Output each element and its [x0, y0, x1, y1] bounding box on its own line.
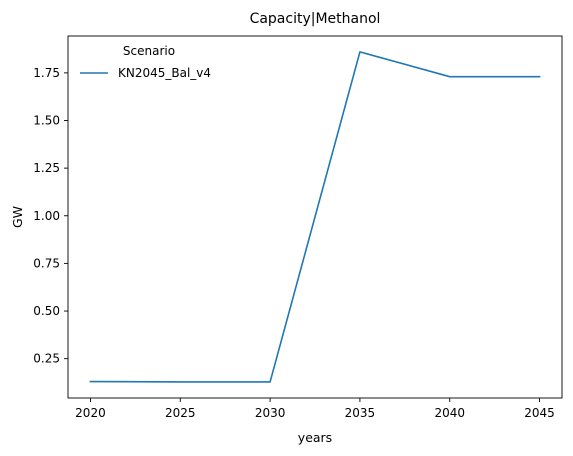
legend-entry-label: KN2045_Bal_v4 [118, 66, 211, 80]
y-tick-label: 0.75 [33, 256, 60, 270]
legend-title: Scenario [123, 44, 175, 58]
x-tick-label: 2030 [255, 406, 286, 420]
legend: Scenario KN2045_Bal_v4 [80, 44, 211, 80]
chart-title: Capacity|Methanol [250, 11, 381, 27]
x-tick-label: 2035 [345, 406, 376, 420]
x-tick-label: 2045 [524, 406, 555, 420]
x-tick-label: 2040 [434, 406, 465, 420]
plot-frame [67, 35, 563, 399]
y-tick-label: 1.75 [33, 66, 60, 80]
series-line-0 [89, 51, 541, 383]
x-tick-label: 2020 [75, 406, 106, 420]
x-tick-label: 2025 [165, 406, 196, 420]
y-tick-label: 0.25 [33, 352, 60, 366]
plot-area: 2020 2025 2030 2035 2040 2045 0.25 0.50 0.75 1.00… [33, 51, 555, 420]
y-tick-label: 0.50 [33, 304, 60, 318]
y-tick-label: 1.50 [33, 113, 60, 127]
x-axis-label: years [298, 430, 332, 445]
y-tick-label: 1.00 [33, 209, 60, 223]
y-tick-label: 1.25 [33, 161, 60, 175]
y-axis-label: GW [10, 206, 25, 228]
